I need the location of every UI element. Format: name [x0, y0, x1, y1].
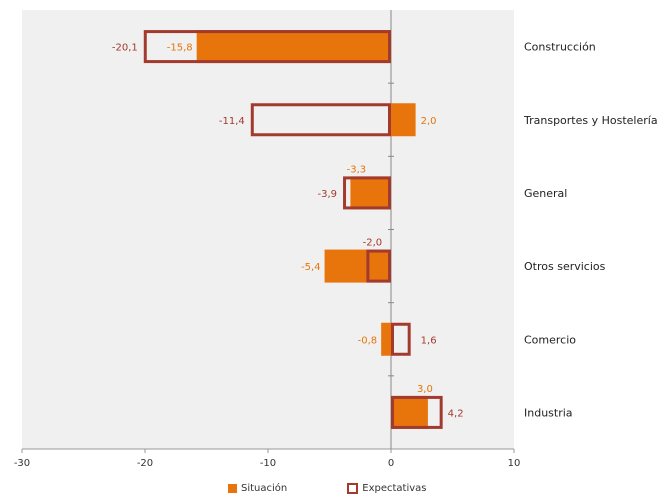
data-label-expectativas: 1,6: [421, 335, 437, 346]
category-label: Otros servicios: [524, 260, 606, 273]
bar-situacion: [391, 395, 428, 429]
legend-item-expectativas: Expectativas: [347, 483, 427, 494]
legend-swatch-situacion: [228, 484, 237, 493]
x-tick-label: -30: [14, 458, 30, 469]
bar-expectativas: [343, 176, 391, 210]
legend: Situación Expectativas: [228, 483, 427, 494]
legend-label-expectativas: Expectativas: [362, 483, 427, 494]
category-label: Construcción: [524, 41, 596, 54]
bar-situacion: [391, 103, 416, 137]
legend-swatch-expectativas: [347, 483, 359, 494]
bar-situacion: [381, 322, 391, 356]
data-label-situacion: -15,8: [167, 43, 193, 54]
data-label-expectativas: -20,1: [112, 43, 138, 54]
data-label-situacion: -3,3: [347, 164, 367, 175]
category-label: Industria: [524, 406, 573, 419]
category-label: Comercio: [524, 333, 576, 346]
data-label-situacion: -5,4: [301, 262, 321, 273]
plot-area: [22, 10, 514, 449]
x-tick-label: 10: [508, 458, 521, 469]
bar-situacion: [196, 30, 391, 64]
data-label-expectativas: 4,2: [448, 408, 464, 419]
data-label-situacion: -0,8: [358, 335, 378, 346]
bar-situacion: [350, 176, 391, 210]
bar-expectativas: [250, 103, 391, 137]
category-label: Transportes y Hostelería: [523, 114, 658, 127]
bar-expectativas: [366, 249, 391, 283]
data-label-situacion: 2,0: [421, 116, 437, 127]
data-label-expectativas: -2,0: [363, 238, 383, 249]
data-label-expectativas: -11,4: [219, 116, 245, 127]
legend-label-situacion: Situación: [241, 483, 288, 494]
data-label-expectativas: -3,9: [318, 189, 338, 200]
legend-item-situacion: Situación: [228, 483, 287, 494]
x-tick-label: 0: [388, 458, 394, 469]
data-label-situacion: 3,0: [417, 384, 433, 395]
bar-expectativas: [391, 395, 443, 429]
x-tick-label: -20: [137, 458, 153, 469]
bar-expectativas: [391, 322, 411, 356]
bar-situacion: [324, 249, 391, 283]
category-label: General: [524, 187, 567, 200]
bar-expectativas: [143, 30, 391, 64]
x-tick-label: -10: [260, 458, 276, 469]
